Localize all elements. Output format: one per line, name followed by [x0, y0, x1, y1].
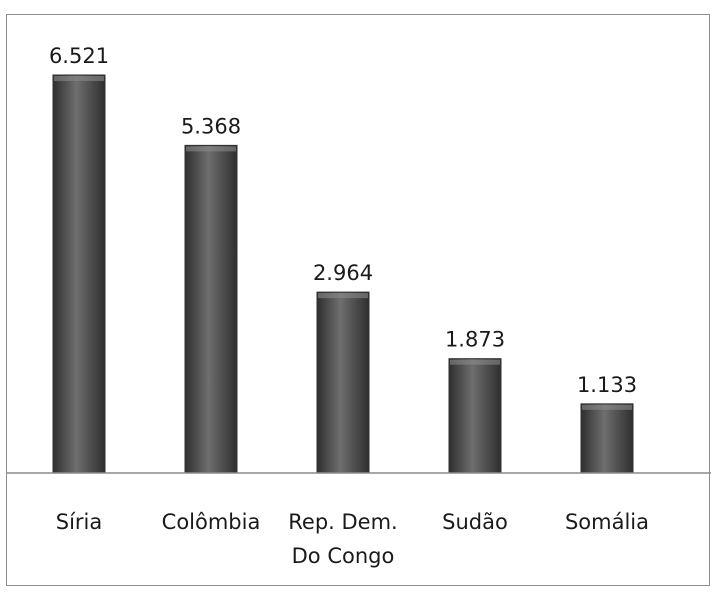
value-label-4: 1.873 — [445, 328, 505, 352]
bar-highlight-4 — [450, 359, 500, 365]
bar-highlight-1 — [54, 76, 104, 81]
value-label-2: 5.368 — [181, 114, 241, 138]
category-label-3: Rep. Dem. Do Congo — [288, 510, 397, 568]
labels-group: 6.521 Síria 5.368 Colômbia 2.964 Rep. Dem. Do … — [49, 44, 649, 568]
value-label-3: 2.964 — [313, 261, 373, 285]
bar-4 — [448, 358, 502, 474]
category-label-1: Síria — [56, 510, 103, 534]
bar-highlight-5 — [582, 404, 632, 410]
value-label-1: 6.521 — [49, 44, 109, 68]
chart-frame: 6.521 Síria 5.368 Colômbia 2.964 Rep. Dem. Do … — [6, 14, 711, 586]
bar-3 — [316, 291, 370, 474]
bar-highlight-2 — [186, 146, 236, 152]
bar-chart: 6.521 Síria 5.368 Colômbia 2.964 Rep. Dem. Do … — [7, 44, 711, 568]
bar-5 — [580, 403, 634, 474]
bar-1 — [52, 74, 106, 474]
value-label-5: 1.133 — [577, 373, 637, 397]
bar-highlight-3 — [318, 293, 368, 299]
bar-2 — [184, 144, 238, 474]
category-label-4: Sudão — [442, 510, 508, 534]
category-label-2: Colômbia — [162, 510, 261, 534]
category-label-5: Somália — [565, 510, 649, 534]
